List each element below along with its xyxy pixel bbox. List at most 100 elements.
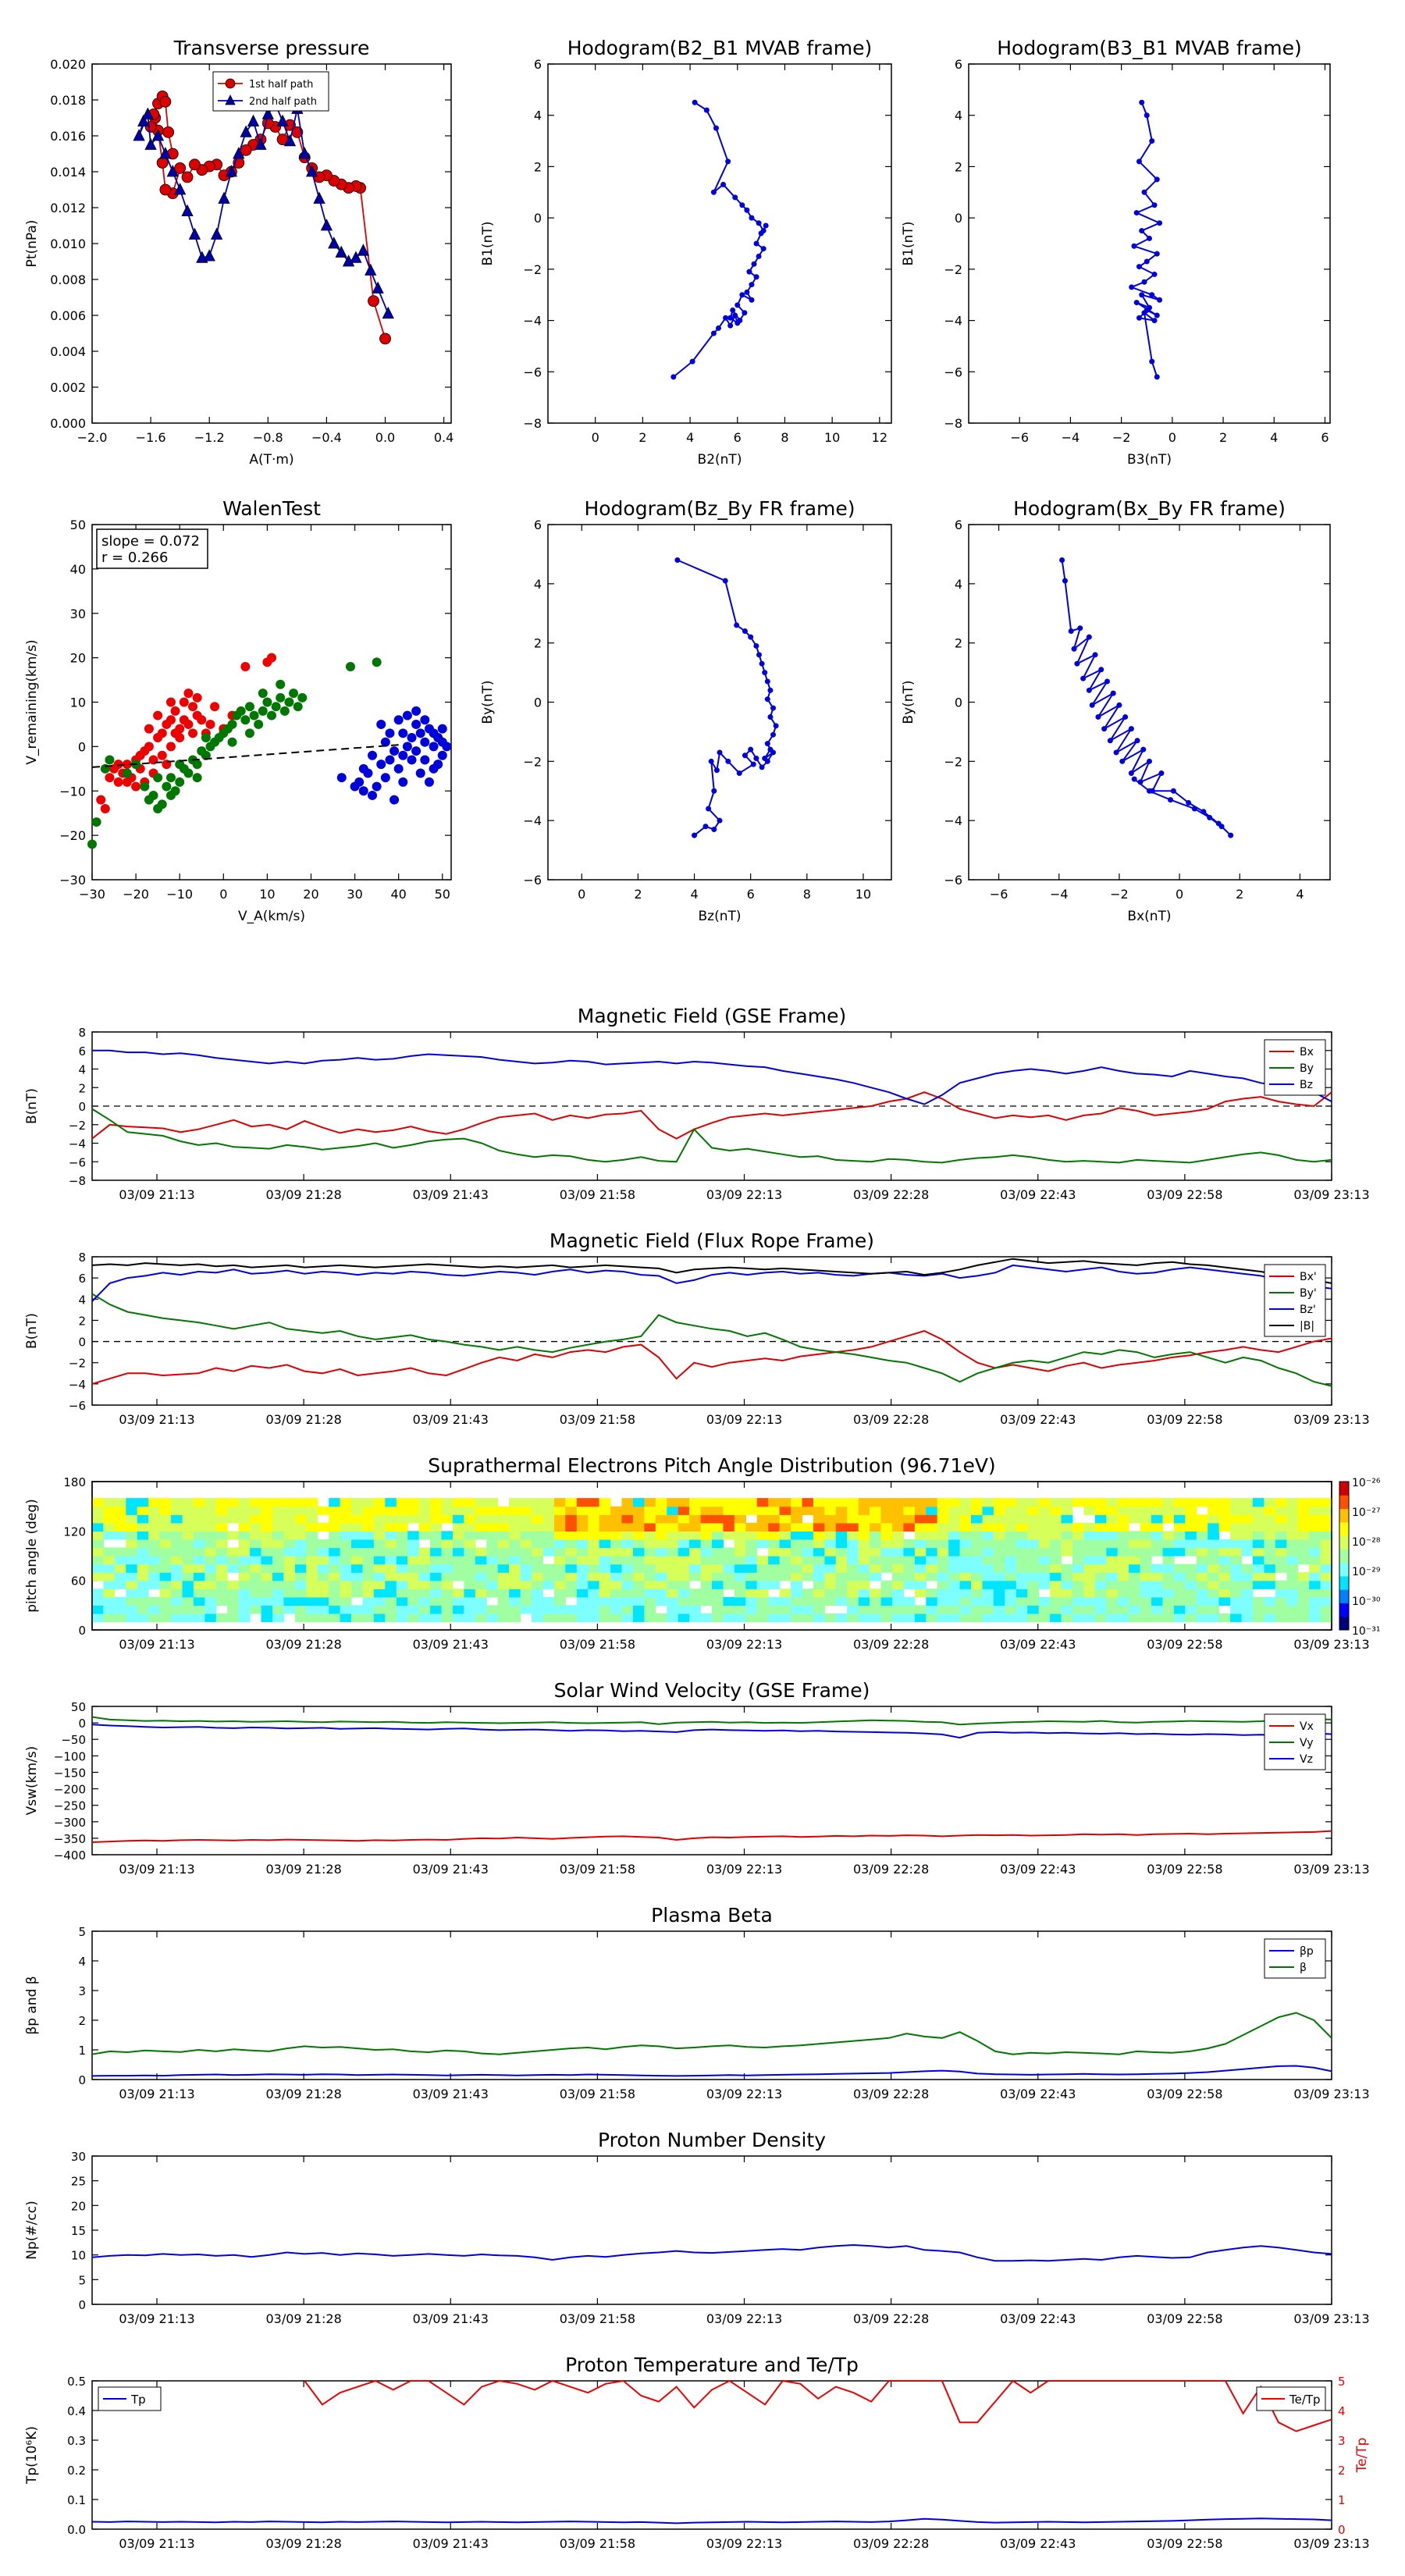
- x-axis-label: Bz(nT): [698, 909, 741, 924]
- heatmap-cell: [509, 1539, 521, 1549]
- heatmap-cell: [813, 1613, 825, 1623]
- heatmap-cell: [453, 1531, 464, 1540]
- hodogram-point: [1149, 138, 1155, 144]
- heatmap-cell: [532, 1564, 543, 1573]
- hodogram-point: [674, 557, 681, 563]
- y-tick-label: 0.000: [50, 416, 86, 431]
- heatmap-cell: [610, 1556, 623, 1565]
- heatmap-cell: [802, 1556, 814, 1565]
- walen-point: [144, 742, 154, 752]
- heatmap-cell: [238, 1580, 251, 1589]
- data-point: [203, 249, 215, 262]
- heatmap-cell: [1309, 1506, 1321, 1515]
- heatmap-cell: [791, 1547, 803, 1557]
- heatmap-cell: [982, 1613, 994, 1623]
- heatmap-cell: [847, 1556, 859, 1565]
- heatmap-cell: [329, 1506, 341, 1515]
- series-line: [91, 1108, 1332, 1164]
- y-tick-label: −6: [523, 873, 542, 888]
- heatmap-cell: [373, 1605, 386, 1614]
- heatmap-cell: [1196, 1589, 1208, 1598]
- heatmap-cell: [847, 1506, 859, 1515]
- heatmap-cell: [329, 1514, 341, 1524]
- heatmap-cell: [1173, 1539, 1186, 1549]
- heatmap-cell: [644, 1613, 656, 1623]
- heatmap-cell: [148, 1605, 161, 1614]
- heatmap-cell: [1129, 1556, 1141, 1565]
- heatmap-cell: [813, 1572, 825, 1582]
- y-tick-label: 8: [78, 1251, 86, 1265]
- hodogram-point: [1116, 702, 1122, 708]
- time-tick-label: 03/09 22:43: [1000, 1412, 1076, 1427]
- heatmap-cell: [610, 1613, 623, 1623]
- heatmap-cell: [700, 1498, 713, 1507]
- heatmap-cell: [621, 1556, 634, 1565]
- heatmap-cell: [441, 1580, 454, 1589]
- heatmap-cell: [272, 1596, 284, 1606]
- walen-point: [144, 724, 154, 734]
- heatmap-cell: [813, 1522, 825, 1532]
- x-tick-label: 2: [638, 430, 646, 445]
- chart-title: Proton Number Density: [598, 2129, 826, 2151]
- heatmap-cell: [667, 1564, 679, 1573]
- heatmap-cell: [182, 1605, 194, 1614]
- heatmap-cell: [486, 1539, 499, 1549]
- time-tick-label: 03/09 22:28: [853, 1187, 929, 1202]
- heatmap-cell: [205, 1572, 217, 1582]
- data-point: [335, 245, 347, 258]
- y-tick-label: 0.5: [67, 2375, 86, 2389]
- colorbar-segment: [1339, 1508, 1349, 1523]
- plot-area: [91, 1930, 1332, 2080]
- heatmap-cell: [114, 1514, 126, 1524]
- heatmap-cell: [813, 1580, 825, 1589]
- heatmap-cell: [993, 1522, 1005, 1532]
- heatmap-cell: [553, 1514, 566, 1524]
- heatmap-cell: [407, 1547, 420, 1557]
- heatmap-cell: [430, 1589, 443, 1598]
- heatmap-cell: [678, 1589, 690, 1598]
- y-tick-label: −4: [944, 314, 962, 329]
- time-tick-label: 03/09 21:28: [265, 2311, 341, 2326]
- heatmap-cell: [250, 1589, 262, 1598]
- heatmap-cell: [1094, 1613, 1107, 1623]
- heatmap-cell: [847, 1613, 859, 1623]
- heatmap-cell: [824, 1547, 837, 1557]
- hodogram-point: [1136, 264, 1142, 270]
- heatmap-cell: [1094, 1605, 1107, 1614]
- heatmap-cell: [486, 1514, 499, 1524]
- walen-point: [407, 755, 417, 765]
- hodogram-point: [711, 788, 717, 794]
- heatmap-cell: [802, 1498, 814, 1507]
- heatmap-cell: [1106, 1539, 1119, 1549]
- heatmap-cell: [396, 1572, 408, 1582]
- heatmap-cell: [1275, 1605, 1287, 1614]
- heatmap-cell: [227, 1556, 240, 1565]
- heatmap-cell: [847, 1564, 859, 1573]
- heatmap-cell: [870, 1514, 882, 1524]
- heatmap-cell: [351, 1605, 363, 1614]
- heatmap-cell: [1264, 1596, 1276, 1606]
- heatmap-cell: [644, 1589, 656, 1598]
- x-tick-label: −6: [1010, 430, 1029, 445]
- chart-title: Hodogram(Bz_By FR frame): [584, 497, 855, 520]
- heatmap-cell: [993, 1572, 1005, 1582]
- heatmap-cell: [1173, 1531, 1186, 1540]
- walen-point: [188, 702, 198, 712]
- y-tick-label: −2: [523, 754, 542, 769]
- walen-point: [205, 719, 215, 729]
- hodogram-point: [713, 125, 719, 131]
- heatmap-cell: [1050, 1596, 1062, 1606]
- heatmap-cell: [272, 1589, 284, 1598]
- x-tick-label: 0: [1176, 887, 1183, 902]
- heatmap-cell: [1038, 1580, 1051, 1589]
- heatmap-cell: [250, 1596, 262, 1606]
- hodogram-point: [1086, 687, 1092, 693]
- heatmap-cell: [1297, 1514, 1310, 1524]
- heatmap-cell: [351, 1522, 363, 1532]
- heatmap-cell: [1072, 1531, 1084, 1540]
- heatmap-cell: [182, 1547, 194, 1557]
- walen-point: [91, 817, 101, 827]
- heatmap-cell: [205, 1596, 217, 1606]
- heatmap-cell: [1072, 1564, 1084, 1573]
